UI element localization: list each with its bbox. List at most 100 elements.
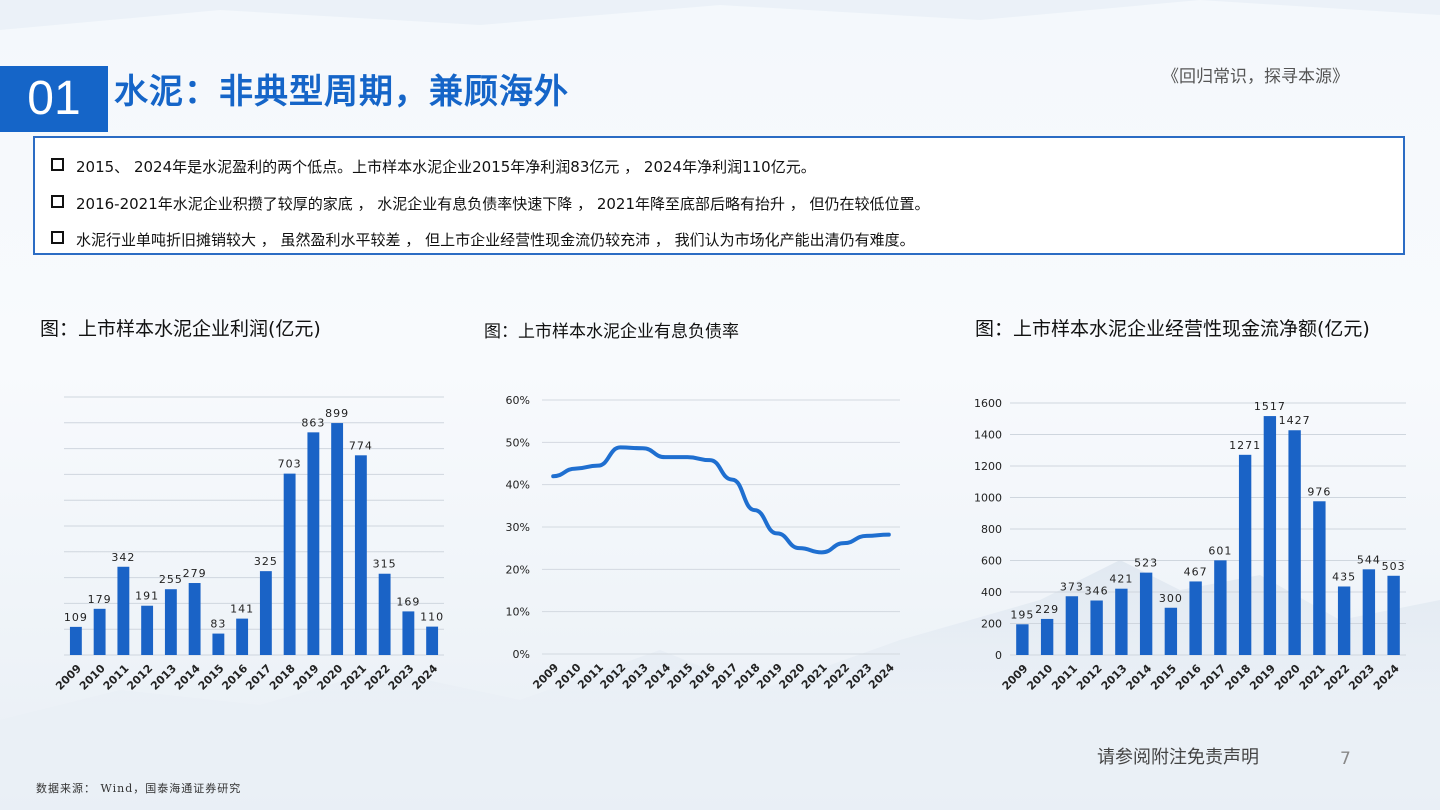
key-point-text: 2015、 2024年是水泥盈利的两个低点。上市样本水泥企业2015年净利润83… (76, 158, 816, 176)
x-tick-label: 2022 (1321, 662, 1352, 693)
bar (1214, 560, 1227, 655)
y-tick-label: 30% (506, 521, 530, 534)
x-tick-label: 2014 (172, 662, 203, 693)
x-tick-label: 2017 (243, 662, 274, 693)
key-point-2: 2016-2021年水泥企业积攒了较厚的家底 ， 水泥企业有息负债率快速下降 ，… (51, 193, 930, 214)
x-tick-label: 2020 (1272, 662, 1303, 693)
bar (1288, 430, 1301, 655)
data-label: 179 (88, 593, 112, 606)
data-source-note: 数据来源： Wind，国泰海通证券研究 (36, 782, 242, 795)
bar (1362, 569, 1376, 655)
x-tick-label: 2021 (1297, 662, 1328, 693)
bar (426, 626, 439, 655)
y-tick-label: 400 (981, 586, 1002, 599)
bar (1090, 600, 1103, 655)
report-tagline: 《回归常识，探寻本源》 (1162, 67, 1349, 87)
y-tick-label: 0% (513, 648, 530, 661)
bar (188, 583, 201, 655)
cashflow-chart-title: 图：上市样本水泥企业经营性现金流净额(亿元) (975, 318, 1370, 340)
y-tick-label: 800 (981, 523, 1002, 536)
x-tick-label: 2024 (866, 661, 897, 692)
data-label: 421 (1109, 573, 1133, 586)
x-tick-label: 2018 (1222, 662, 1253, 693)
data-label: 373 (1060, 580, 1084, 593)
x-tick-label: 2011 (101, 662, 132, 693)
key-points-box: 2015、 2024年是水泥盈利的两个低点。上市样本水泥企业2015年净利润83… (33, 136, 1405, 255)
cashflow-bar-chart: 0 200 400 600 800 1000 1200 1400 1600 195 2009 229 2… (974, 397, 1406, 693)
x-tick-label: 2015 (1148, 662, 1179, 693)
data-label: 300 (1159, 592, 1183, 605)
debt-chart-title: 图：上市样本水泥企业有息负债率 (484, 322, 739, 342)
y-tick-label: 20% (506, 563, 530, 576)
bar (236, 618, 249, 655)
bar (1263, 416, 1277, 655)
bar (164, 589, 177, 655)
data-label: 467 (1184, 565, 1208, 578)
x-tick-label: 2009 (1000, 662, 1031, 693)
data-label: 325 (254, 555, 278, 568)
y-tick-label: 40% (506, 479, 530, 492)
profit-chart-title: 图：上市样本水泥企业利润(亿元) (40, 318, 321, 340)
data-label: 169 (396, 595, 420, 608)
y-tick-label: 600 (981, 555, 1002, 568)
data-label: 544 (1357, 553, 1381, 566)
y-tick-label: 1600 (974, 397, 1002, 410)
x-tick-label: 2016 (1173, 662, 1204, 693)
section-number-badge: 01 (0, 66, 108, 132)
bar (378, 573, 391, 655)
page-number: 7 (1340, 749, 1351, 769)
x-tick-label: 2023 (1346, 662, 1377, 693)
y-tick-label: 1400 (974, 429, 1002, 442)
x-tick-label: 2016 (219, 662, 250, 693)
x-tick-label: 2020 (314, 662, 345, 693)
bar (69, 626, 82, 655)
bar (1040, 618, 1054, 655)
y-tick-label: 60% (506, 394, 530, 407)
x-tick-label: 2015 (196, 662, 227, 693)
data-label: 523 (1134, 557, 1158, 570)
data-label: 863 (301, 416, 325, 429)
data-label: 229 (1035, 603, 1059, 616)
data-label: 1517 (1254, 400, 1286, 413)
bar (1313, 501, 1326, 655)
bar (1238, 454, 1252, 655)
profit-bar-chart: 109 2009 179 2010 342 2011 191 2012 255 2013 279 20… (53, 396, 444, 693)
page-title: 水泥：非典型周期，兼顾海外 (114, 72, 569, 112)
bar (1387, 575, 1400, 655)
debt-ratio-line-chart: 0%10%20%30%40%50%60%20092010201120122013… (506, 394, 900, 692)
data-label: 342 (111, 551, 135, 564)
y-tick-label: 50% (506, 436, 530, 449)
x-tick-label: 2013 (1099, 662, 1130, 693)
data-label: 141 (230, 603, 254, 616)
disclaimer-link[interactable]: 请参阅附注免责声明 (1097, 747, 1259, 768)
bar (93, 608, 106, 655)
bar (212, 633, 225, 655)
bar (1337, 586, 1351, 655)
y-tick-label: 0 (995, 649, 1002, 662)
x-tick-label: 2011 (1049, 662, 1080, 693)
y-tick-label: 200 (981, 618, 1002, 631)
bar (141, 605, 154, 655)
data-label: 774 (349, 439, 373, 452)
data-label: 110 (420, 611, 444, 624)
x-tick-label: 2010 (1024, 662, 1055, 693)
x-tick-label: 2023 (386, 662, 417, 693)
bar (117, 566, 130, 655)
x-tick-label: 2024 (1371, 662, 1402, 693)
data-label: 346 (1085, 585, 1109, 598)
x-tick-label: 2013 (148, 662, 179, 693)
x-tick-label: 2018 (267, 662, 298, 693)
bar (402, 611, 415, 655)
debt-ratio-series-line (551, 445, 891, 555)
x-tick-label: 2024 (409, 662, 440, 693)
data-label: 195 (1010, 608, 1034, 621)
bar (331, 423, 344, 655)
bar (1115, 588, 1128, 655)
key-point-1: 2015、 2024年是水泥盈利的两个低点。上市样本水泥企业2015年净利润83… (51, 156, 816, 177)
x-tick-label: 2010 (77, 662, 108, 693)
key-point-text: 水泥行业单吨折旧摊销较大 ， 虽然盈利水平较差 ， 但上市企业经营性现金流仍较充… (76, 231, 915, 249)
bullet-square-icon (51, 158, 64, 171)
bar (259, 571, 272, 655)
bar (307, 432, 320, 655)
